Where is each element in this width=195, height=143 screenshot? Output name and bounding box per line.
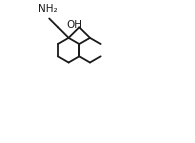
Text: OH: OH	[66, 20, 82, 30]
Text: NH₂: NH₂	[38, 4, 58, 14]
